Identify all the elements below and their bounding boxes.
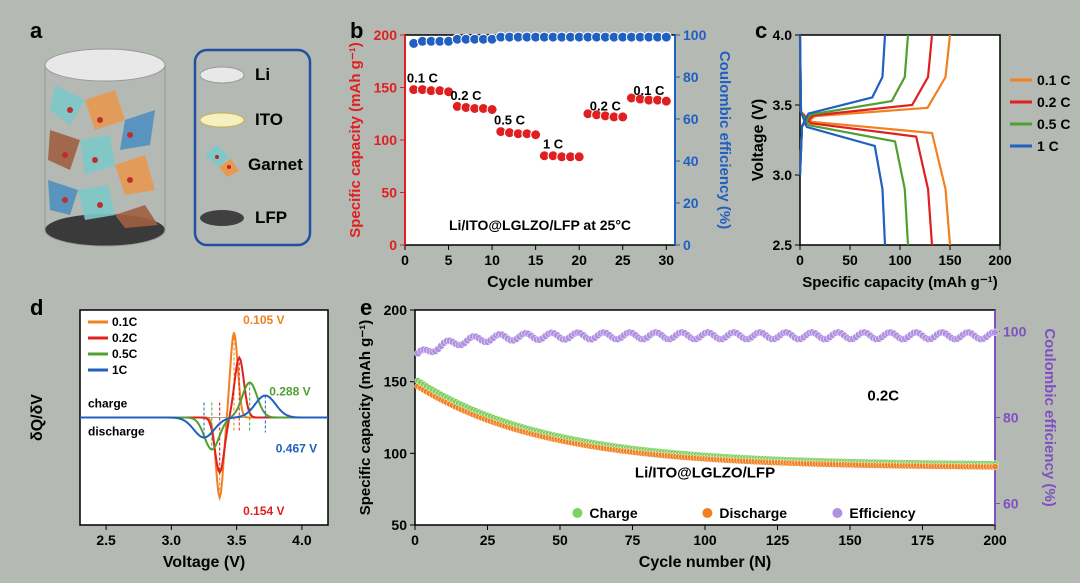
svg-text:2.5: 2.5 — [773, 237, 793, 253]
svg-text:charge: charge — [88, 397, 128, 411]
svg-text:150: 150 — [938, 252, 962, 268]
svg-text:1 C: 1 C — [543, 136, 564, 151]
svg-text:0.1 C: 0.1 C — [407, 70, 439, 85]
svg-text:175: 175 — [911, 532, 935, 548]
svg-text:10: 10 — [484, 252, 500, 268]
svg-text:0.5 C: 0.5 C — [494, 112, 526, 127]
svg-text:150: 150 — [374, 80, 398, 96]
svg-text:30: 30 — [659, 252, 675, 268]
svg-text:0: 0 — [411, 532, 419, 548]
svg-text:3.5: 3.5 — [773, 97, 793, 113]
svg-text:25: 25 — [615, 252, 631, 268]
svg-text:Li: Li — [255, 65, 270, 84]
svg-text:Coulombic efficiency (%): Coulombic efficiency (%) — [716, 51, 733, 229]
svg-text:15: 15 — [528, 252, 544, 268]
svg-text:0.2 C: 0.2 C — [450, 88, 482, 103]
svg-text:100: 100 — [384, 445, 408, 461]
svg-text:Cycle number (N): Cycle number (N) — [639, 554, 771, 571]
svg-text:0.2 C: 0.2 C — [590, 99, 622, 114]
svg-text:1 C: 1 C — [1037, 138, 1059, 154]
svg-text:75: 75 — [625, 532, 641, 548]
svg-text:200: 200 — [384, 302, 408, 318]
svg-text:200: 200 — [374, 27, 398, 43]
svg-text:Efficiency: Efficiency — [849, 505, 915, 521]
svg-text:80: 80 — [1003, 410, 1019, 426]
svg-text:0.467 V: 0.467 V — [276, 442, 317, 456]
svg-text:100: 100 — [1003, 324, 1027, 340]
svg-text:0.2 C: 0.2 C — [1037, 94, 1070, 110]
svg-text:80: 80 — [683, 69, 699, 85]
svg-text:3.0: 3.0 — [773, 167, 793, 183]
svg-text:100: 100 — [693, 532, 717, 548]
svg-text:50: 50 — [381, 185, 397, 201]
svg-text:40: 40 — [683, 153, 699, 169]
svg-text:0.1 C: 0.1 C — [633, 83, 665, 98]
svg-text:200: 200 — [983, 532, 1007, 548]
svg-text:0.2C: 0.2C — [112, 331, 138, 345]
svg-text:Li/ITO@LGLZO/LFP: Li/ITO@LGLZO/LFP — [635, 465, 775, 482]
svg-text:0.288 V: 0.288 V — [269, 385, 310, 399]
svg-text:0.2C: 0.2C — [867, 387, 899, 404]
svg-text:0.1C: 0.1C — [112, 315, 138, 329]
svg-text:0: 0 — [683, 237, 691, 253]
svg-text:100: 100 — [374, 132, 398, 148]
svg-text:20: 20 — [683, 195, 699, 211]
svg-text:Cycle number: Cycle number — [487, 274, 593, 290]
svg-text:0: 0 — [389, 237, 397, 253]
svg-text:Specific capacity (mAh g⁻¹): Specific capacity (mAh g⁻¹) — [347, 42, 364, 237]
svg-text:5: 5 — [445, 252, 453, 268]
svg-text:0.1 C: 0.1 C — [1037, 72, 1070, 88]
svg-text:50: 50 — [391, 517, 407, 533]
svg-text:4.0: 4.0 — [773, 27, 793, 43]
svg-text:0.105 V: 0.105 V — [243, 313, 284, 327]
panel-a-schematic: Li ITO Garnet LFP — [30, 40, 320, 255]
svg-text:3.0: 3.0 — [162, 532, 182, 548]
svg-text:200: 200 — [988, 252, 1012, 268]
panel-e-chart: 0 25 50 75 100 125 150 175 200 50 100 150 200 60 80 100… — [350, 298, 1070, 576]
svg-text:δQ/δV: δQ/δV — [29, 394, 46, 441]
svg-text:125: 125 — [766, 532, 790, 548]
svg-text:25: 25 — [480, 532, 496, 548]
svg-text:0.5 C: 0.5 C — [1037, 116, 1070, 132]
svg-text:Coulombic efficiency (%): Coulombic efficiency (%) — [1041, 328, 1058, 506]
svg-text:Charge: Charge — [589, 505, 637, 521]
svg-text:Specific capacity (mAh g⁻¹): Specific capacity (mAh g⁻¹) — [357, 320, 374, 515]
panel-b-chart: 0 5 10 15 20 25 30 0 50 100 150 200 0 20 40 60 80 100 0.1 … — [340, 20, 740, 290]
svg-text:0.154 V: 0.154 V — [243, 504, 284, 518]
svg-text:150: 150 — [838, 532, 862, 548]
svg-text:3.5: 3.5 — [227, 532, 247, 548]
svg-text:4.0: 4.0 — [292, 532, 312, 548]
svg-text:60: 60 — [683, 111, 699, 127]
svg-text:20: 20 — [571, 252, 587, 268]
svg-text:Li/ITO@LGLZO/LFP at 25°C: Li/ITO@LGLZO/LFP at 25°C — [449, 217, 631, 233]
svg-text:0: 0 — [796, 252, 804, 268]
svg-text:Garnet: Garnet — [248, 155, 303, 174]
svg-text:150: 150 — [384, 374, 408, 390]
svg-text:ITO: ITO — [255, 110, 283, 129]
svg-text:0.5C: 0.5C — [112, 347, 138, 361]
panel-c-chart: 0 50 100 150 200 2.5 3.0 3.5 4.0 0.1 C 0.2 C 0.5 C 1… — [745, 20, 1070, 290]
svg-text:50: 50 — [842, 252, 858, 268]
svg-text:discharge: discharge — [88, 425, 145, 439]
svg-text:2.5: 2.5 — [96, 532, 116, 548]
svg-text:50: 50 — [552, 532, 568, 548]
panel-d-chart: 2.5 3.0 3.5 4.0 0.1C 0.2C 0.5C 1C charge discharg… — [20, 298, 350, 576]
svg-text:Voltage (V): Voltage (V) — [163, 554, 245, 571]
svg-text:100: 100 — [683, 27, 707, 43]
svg-text:LFP: LFP — [255, 208, 287, 227]
svg-text:100: 100 — [888, 252, 912, 268]
svg-text:Voltage (V): Voltage (V) — [750, 99, 767, 181]
svg-text:0: 0 — [401, 252, 409, 268]
svg-text:Discharge: Discharge — [719, 505, 787, 521]
svg-text:1C: 1C — [112, 363, 128, 377]
svg-text:Specific capacity (mAh g⁻¹): Specific capacity (mAh g⁻¹) — [802, 274, 997, 290]
svg-text:60: 60 — [1003, 496, 1019, 512]
